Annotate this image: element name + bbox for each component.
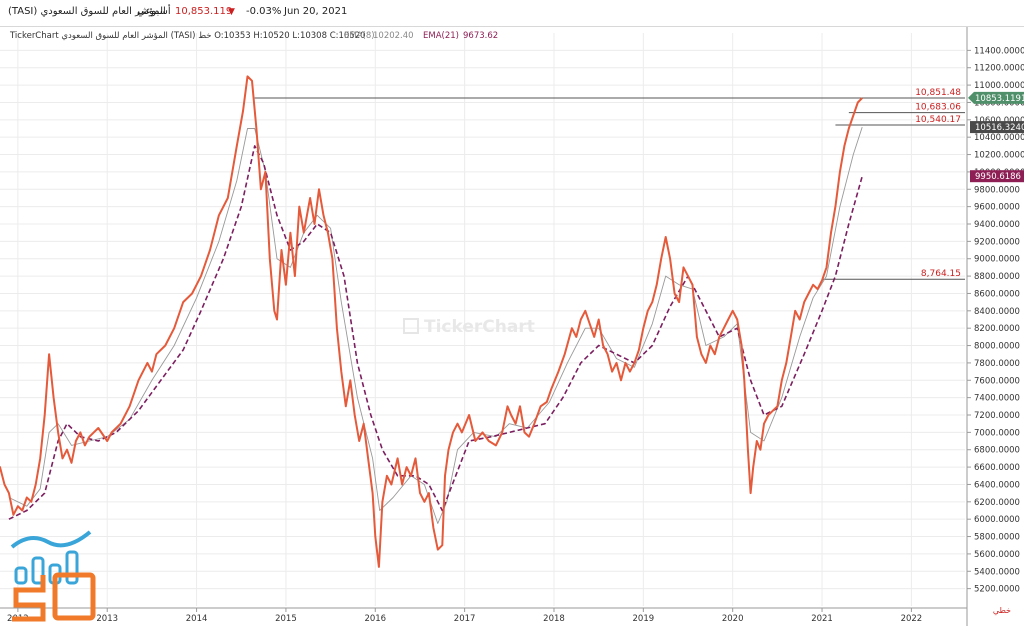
price-tick-label: 9200.0000 — [974, 237, 1020, 247]
time-tick-label: 2022 — [901, 614, 923, 624]
price-line — [0, 75, 863, 568]
price-tag-label: 10853.1191 — [975, 94, 1024, 104]
time-tick-label: 2016 — [364, 614, 386, 624]
price-tick-label: 7200.0000 — [974, 411, 1020, 421]
price-tick-label: 7600.0000 — [974, 376, 1020, 386]
down-arrow-icon: ▼ — [228, 7, 235, 17]
price-tick-label: 8600.0000 — [974, 289, 1020, 299]
period-label[interactable]: أسبوعي — [137, 6, 171, 17]
level-label: 10,851.48 — [915, 88, 961, 98]
level-label: 10,540.17 — [915, 115, 961, 125]
time-tick-label: 2015 — [275, 614, 297, 624]
watermark-icon — [403, 318, 419, 334]
logo-five-icon — [12, 575, 46, 622]
chart[interactable]: TickerChart المؤشر العام للسوق السعودي (… — [0, 27, 1024, 626]
price-tick-label: 6600.0000 — [974, 463, 1020, 473]
price-tag-label: 10516.3240 — [975, 123, 1024, 133]
logo-zero-icon — [52, 572, 96, 621]
price-tick-label: 7800.0000 — [974, 359, 1020, 369]
symbol-title[interactable]: (TASI) المؤشر العام للسوق السعودي — [8, 6, 166, 17]
time-tick-label: 2013 — [96, 614, 118, 624]
horizontal-levels: 10,851.48 10,683.06 10,540.17 8,764.15 — [254, 88, 965, 280]
price-tick-label: 9600.0000 — [974, 203, 1020, 213]
price-tick-label: 10400.0000 — [974, 133, 1024, 143]
quote-date: Jun 20, 2021 — [284, 6, 348, 17]
price-tick-label: 9800.0000 — [974, 185, 1020, 195]
watermark: TickerChart — [403, 317, 535, 337]
ema21-label: EMA(21) — [423, 31, 459, 41]
toolbar: (TASI) المؤشر العام للسوق السعودي أسبوعي… — [0, 0, 1024, 27]
ema8-label: EMA(8) — [344, 31, 375, 41]
time-tick-label: 2018 — [543, 614, 565, 624]
logo-wave-icon — [10, 530, 92, 549]
info-line: TickerChart المؤشر العام للسوق السعودي (… — [9, 31, 498, 41]
ema21-line — [8, 145, 863, 520]
price-tick-label: 6800.0000 — [974, 446, 1020, 456]
time-tick-label: 2019 — [633, 614, 655, 624]
price-tick-label: 6000.0000 — [974, 515, 1020, 525]
ema8-value: 10202.40 — [373, 31, 414, 41]
price-tick-label: 7000.0000 — [974, 428, 1020, 438]
axis-mode-label[interactable]: خطي — [993, 606, 1011, 615]
price-tick-label: 5800.0000 — [974, 533, 1020, 543]
price-tag-bg — [970, 170, 1024, 183]
price-tick-label: 5600.0000 — [974, 550, 1020, 560]
price-tick-label: 11200.0000 — [974, 64, 1024, 74]
logo-badge — [10, 530, 96, 622]
logo-bar-icon — [14, 566, 28, 585]
time-tick-label: 2017 — [454, 614, 476, 624]
price-tick-label: 11000.0000 — [974, 81, 1024, 91]
price-tick-label: 6400.0000 — [974, 480, 1020, 490]
price-tick-label: 6200.0000 — [974, 498, 1020, 508]
price-tag-bg — [970, 121, 1024, 134]
price-tick-label: 8800.0000 — [974, 272, 1020, 282]
price-tag-label: 9950.6186 — [975, 172, 1021, 182]
level-label: 10,683.06 — [915, 103, 961, 113]
price-tick-label: 5200.0000 — [974, 585, 1020, 595]
info-label: TickerChart المؤشر العام للسوق السعودي (… — [9, 31, 366, 41]
price-tick-label: 8400.0000 — [974, 307, 1020, 317]
price-tick-label: 8000.0000 — [974, 342, 1020, 352]
change-percent: -0.03% — [246, 6, 282, 17]
logo-bar-icon — [31, 556, 45, 585]
price-tick-label: 10200.0000 — [974, 151, 1024, 161]
price-tick-label: 11400.0000 — [974, 46, 1024, 56]
last-price: 10,853.119 — [175, 6, 233, 17]
price-tick-label: 10600.0000 — [974, 116, 1024, 126]
price-tick-label: 9000.0000 — [974, 255, 1020, 265]
time-tick-label: 2020 — [722, 614, 744, 624]
chart-background — [0, 27, 1024, 626]
price-tag-bg — [968, 91, 1024, 104]
ema21-value: 9673.62 — [463, 31, 498, 41]
level-label: 8,764.15 — [921, 269, 961, 279]
time-tick-label: 2021 — [811, 614, 833, 624]
watermark-text: TickerChart — [424, 317, 535, 337]
logo-bar-icon — [65, 550, 79, 585]
price-tick-label: 8200.0000 — [974, 324, 1020, 334]
price-axis: 11400.000011200.000011000.000010800.0000… — [966, 27, 1024, 626]
price-tick-label: 9400.0000 — [974, 220, 1020, 230]
series-layer — [0, 75, 863, 568]
price-tick-label: 5400.0000 — [974, 567, 1020, 577]
price-tick-label: 7400.0000 — [974, 394, 1020, 404]
time-tick-label: 2014 — [186, 614, 208, 624]
time-axis: 2012 2013 2014 2015 2016 2017 2018 2019 2020 2021… — [0, 607, 967, 624]
